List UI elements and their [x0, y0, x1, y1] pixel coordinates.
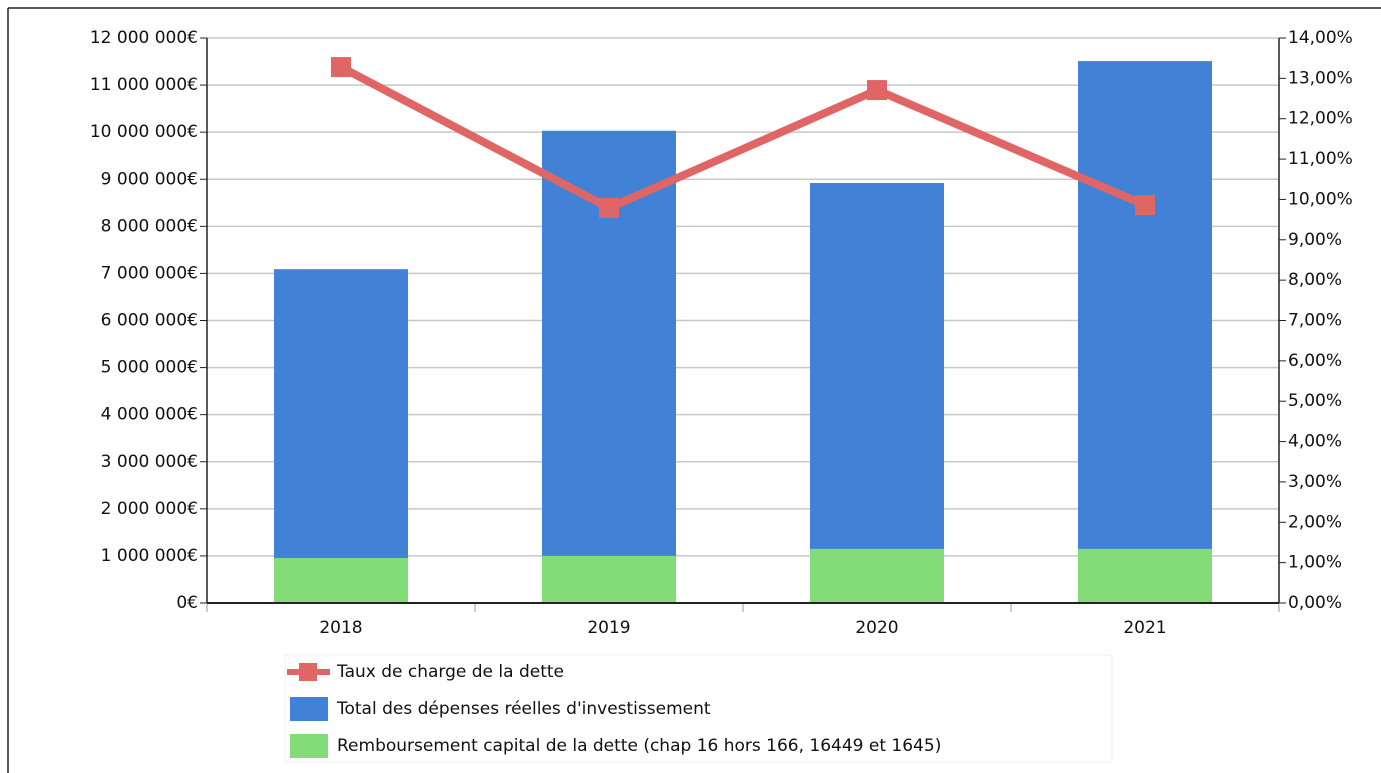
y2-tick-label: 1,00%: [1288, 553, 1342, 573]
legend-swatch: [290, 734, 328, 758]
y2-tick-label: 6,00%: [1288, 351, 1342, 371]
bar: [274, 269, 408, 603]
y-tick-label: 6 000 000€: [101, 311, 198, 331]
y-tick-label: 5 000 000€: [101, 358, 198, 378]
legend-box: [284, 654, 1113, 763]
marker: [1135, 195, 1155, 216]
y-tick-label: 12 000 000€: [90, 28, 198, 48]
legend-label: Taux de charge de la dette: [336, 662, 564, 682]
legend-label: Total des dépenses réelles d'investissem…: [336, 699, 711, 719]
bar: [274, 558, 408, 603]
y2-tick-label: 13,00%: [1288, 68, 1353, 88]
y2-tick-label: 3,00%: [1288, 472, 1342, 492]
bar: [542, 555, 676, 603]
bar: [810, 548, 944, 603]
y2-tick-label: 10,00%: [1288, 189, 1353, 209]
y-tick-label: 4 000 000€: [101, 405, 198, 425]
y-tick-label: 11 000 000€: [90, 75, 198, 95]
x-tick-label: 2018: [319, 618, 362, 638]
x-tick-label: 2019: [587, 618, 630, 638]
y2-tick-label: 0,00%: [1288, 593, 1342, 613]
marker: [867, 80, 887, 101]
legend-swatch: [299, 663, 317, 681]
legend-label: Remboursement capital de la dette (chap …: [337, 736, 941, 756]
y2-tick-label: 12,00%: [1288, 109, 1353, 129]
y-tick-label: 1 000 000€: [101, 546, 198, 566]
y2-tick-label: 7,00%: [1288, 311, 1342, 331]
x-tick-label: 2020: [855, 618, 898, 638]
marker: [599, 197, 619, 218]
y2-tick-label: 4,00%: [1288, 432, 1342, 452]
y-tick-label: 10 000 000€: [90, 122, 198, 142]
y2-tick-label: 14,00%: [1288, 28, 1353, 48]
y2-tick-label: 9,00%: [1288, 230, 1342, 250]
y-tick-label: 9 000 000€: [101, 169, 198, 189]
bar: [1078, 61, 1212, 603]
y-tick-label: 2 000 000€: [101, 499, 198, 519]
marker: [331, 57, 351, 78]
y2-tick-label: 11,00%: [1288, 149, 1353, 169]
y-tick-label: 3 000 000€: [101, 452, 198, 472]
bar: [810, 183, 944, 603]
y2-tick-label: 2,00%: [1288, 512, 1342, 532]
line: [339, 63, 1147, 213]
y-tick-label: 0€: [176, 593, 198, 613]
y2-tick-label: 8,00%: [1288, 270, 1342, 290]
y2-tick-label: 5,00%: [1288, 391, 1342, 411]
x-tick-label: 2021: [1123, 618, 1166, 638]
legend-swatch: [290, 697, 328, 721]
y-tick-label: 8 000 000€: [101, 216, 198, 236]
bar: [1078, 548, 1212, 603]
y-tick-label: 7 000 000€: [101, 263, 198, 283]
